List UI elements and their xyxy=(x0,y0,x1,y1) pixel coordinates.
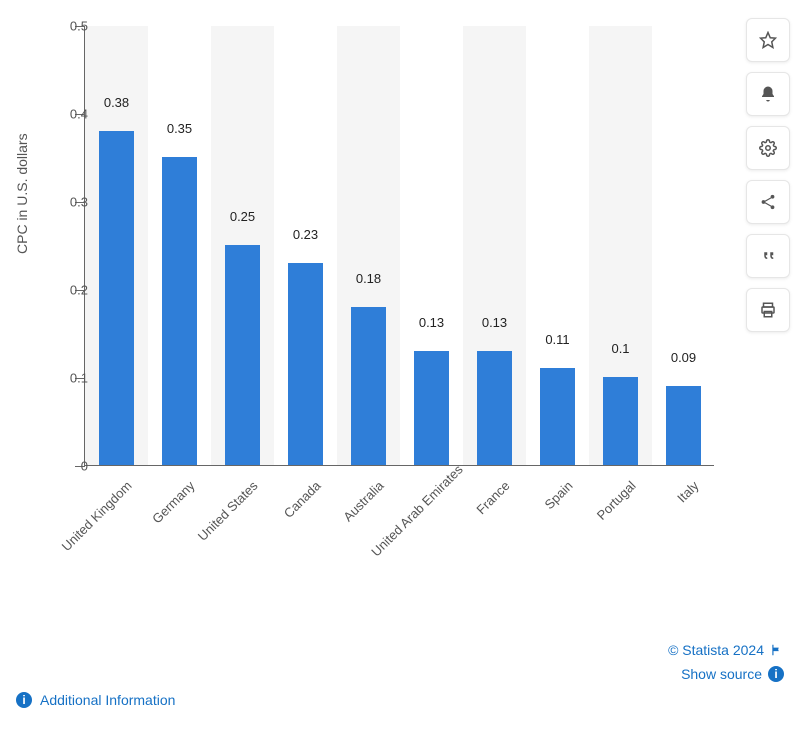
quote-icon[interactable] xyxy=(746,234,790,278)
bar-value-label: 0.1 xyxy=(611,341,629,356)
bar-value-label: 0.25 xyxy=(230,209,255,224)
bar[interactable] xyxy=(414,351,449,465)
bar[interactable] xyxy=(477,351,512,465)
additional-info-link[interactable]: i Additional Information xyxy=(16,692,175,708)
bar[interactable] xyxy=(603,377,638,465)
show-source-label: Show source xyxy=(681,666,762,682)
additional-info-label: Additional Information xyxy=(40,692,175,708)
show-source-link[interactable]: Show source i xyxy=(681,666,784,682)
bar[interactable] xyxy=(162,157,197,465)
share-icon[interactable] xyxy=(746,180,790,224)
bar[interactable] xyxy=(99,131,134,465)
print-icon[interactable] xyxy=(746,288,790,332)
bar[interactable] xyxy=(540,368,575,465)
bar[interactable] xyxy=(288,263,323,465)
bar-value-label: 0.35 xyxy=(167,121,192,136)
y-tick-label: 0.3 xyxy=(48,195,88,210)
bar-value-label: 0.13 xyxy=(419,315,444,330)
chart-container: CPC in U.S. dollars 0.38 0.35 0.25 0.23 0.18… xyxy=(0,0,800,730)
chart-toolbar xyxy=(746,18,790,332)
bar[interactable] xyxy=(351,307,386,465)
y-tick-label: 0 xyxy=(48,459,88,474)
y-tick-label: 0.1 xyxy=(48,371,88,386)
y-tick-label: 0.5 xyxy=(48,19,88,34)
copyright-text: © Statista 2024 xyxy=(668,642,764,658)
info-icon: i xyxy=(768,666,784,682)
chart-footer: i Additional Information © Statista 2024… xyxy=(16,652,784,712)
y-tick-label: 0.2 xyxy=(48,283,88,298)
y-axis-title: CPC in U.S. dollars xyxy=(14,133,30,254)
copyright-link[interactable]: © Statista 2024 xyxy=(668,642,784,658)
info-icon: i xyxy=(16,692,32,708)
y-tick-label: 0.4 xyxy=(48,107,88,122)
bar-value-label: 0.23 xyxy=(293,227,318,242)
flag-icon xyxy=(770,643,784,657)
bar[interactable] xyxy=(225,245,260,465)
chart-wrap: CPC in U.S. dollars 0.38 0.35 0.25 0.23 0.18… xyxy=(8,8,728,668)
bar-value-label: 0.13 xyxy=(482,315,507,330)
plot-area: 0.38 0.35 0.25 0.23 0.18 0.13 0.13 0.11 0.1 0.09 xyxy=(84,26,714,466)
bar[interactable] xyxy=(666,386,701,465)
bell-icon[interactable] xyxy=(746,72,790,116)
bar-value-label: 0.18 xyxy=(356,271,381,286)
rights-block: © Statista 2024 Show source i xyxy=(668,642,784,682)
bar-value-label: 0.11 xyxy=(545,332,569,347)
gear-icon[interactable] xyxy=(746,126,790,170)
bar-value-label: 0.38 xyxy=(104,95,129,110)
bar-value-label: 0.09 xyxy=(671,350,696,365)
star-icon[interactable] xyxy=(746,18,790,62)
